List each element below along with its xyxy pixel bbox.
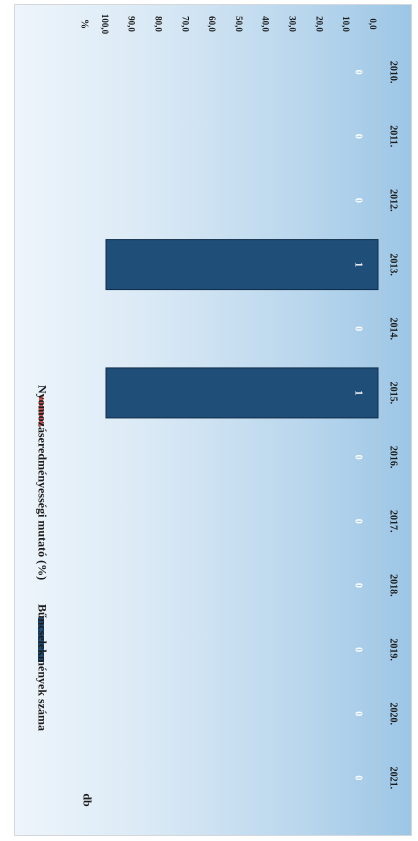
legend-label-bars: Bűncselekmények száma: [35, 604, 49, 731]
db-axis-label: db: [80, 793, 94, 807]
percent-tick-label: 80,0: [154, 16, 164, 32]
percent-tick-label: 90,0: [127, 16, 137, 32]
data-label: 0: [353, 711, 364, 716]
percent-tick-label: 0,0: [368, 18, 378, 30]
percent-tick-label: 70,0: [180, 16, 190, 32]
data-label: 0: [353, 583, 364, 588]
legend-swatch-line: [39, 396, 43, 426]
data-label: 0: [353, 519, 364, 524]
percent-tick-label: 20,0: [314, 16, 324, 32]
category-label: 2020.: [388, 703, 399, 726]
percent-tick-label: 40,0: [261, 16, 271, 32]
percent-tick-label: 50,0: [234, 16, 244, 32]
category-label: 2017.: [388, 510, 399, 533]
category-label: 2021.: [388, 767, 399, 790]
category-label: 2012.: [388, 189, 399, 212]
percent-tick-label: 60,0: [207, 16, 217, 32]
category-label: 2019.: [388, 638, 399, 661]
legend-label-line: Nyomozáseredményességi mutató (%): [35, 385, 49, 580]
category-label: 2013.: [388, 253, 399, 276]
data-label: 0: [353, 134, 364, 139]
percent-tick-label: 100,0: [100, 14, 110, 35]
category-label: 2014.: [388, 318, 399, 341]
data-label: 0: [353, 198, 364, 203]
category-label: 2015.: [388, 382, 399, 405]
legend-swatch-bars: [38, 618, 44, 662]
chart-frame: [14, 4, 412, 836]
category-label: 2018.: [388, 574, 399, 597]
data-label: 1: [353, 262, 364, 267]
bar-2015: [105, 367, 379, 419]
category-label: 2016.: [388, 446, 399, 469]
data-label: 0: [353, 775, 364, 780]
data-label: 1: [353, 390, 364, 395]
data-label: 0: [353, 455, 364, 460]
data-label: 0: [353, 647, 364, 652]
percent-tick-label: 30,0: [288, 16, 298, 32]
data-label: 0: [353, 326, 364, 331]
category-label: 2010.: [388, 61, 399, 84]
bar-2013: [105, 239, 379, 291]
percent-axis-label: %: [79, 19, 90, 29]
percent-tick-label: 10,0: [341, 16, 351, 32]
category-label: 2011.: [388, 125, 399, 147]
data-label: 0: [353, 70, 364, 75]
